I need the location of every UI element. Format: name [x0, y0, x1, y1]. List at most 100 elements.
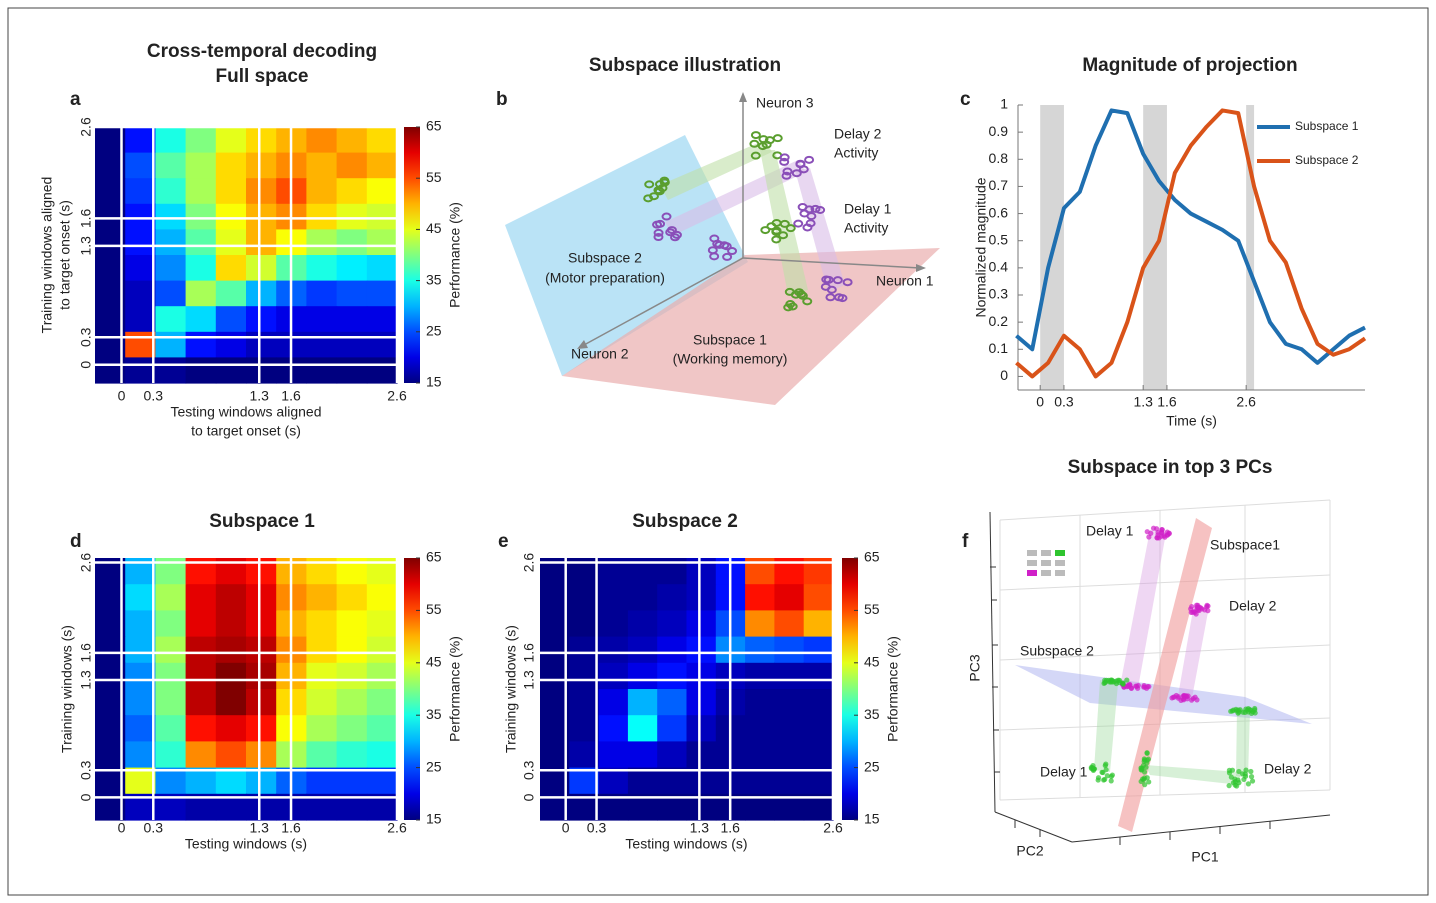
projection-band — [1145, 765, 1240, 785]
heat-cell — [336, 255, 368, 282]
dot — [1185, 693, 1191, 699]
heat-cell — [246, 610, 277, 638]
heat-cell — [125, 331, 156, 358]
heat-cell — [185, 715, 217, 742]
heat-cell — [125, 306, 156, 333]
x-axis-label: Time (s) — [1166, 413, 1217, 429]
colorbar-tick-label: 65 — [426, 549, 442, 565]
heat-cell — [366, 767, 398, 795]
heat-cell — [155, 331, 187, 358]
colorbar-tick-label: 25 — [426, 323, 442, 339]
label: Subspace 1 — [693, 332, 767, 348]
x-tick-label: 0 — [118, 820, 126, 836]
x-tick-label: 1.3 — [1133, 394, 1153, 410]
dot — [782, 167, 793, 176]
heat-cell — [366, 255, 398, 282]
heat-cell — [306, 689, 338, 716]
heat-cell — [686, 715, 717, 742]
heat-cell — [306, 178, 338, 205]
heat-cell — [125, 662, 156, 690]
heat-cell — [336, 127, 368, 154]
colorbar-tick-label: 45 — [426, 220, 442, 236]
label: Delay 1 — [1086, 523, 1134, 539]
heat-cell — [336, 306, 368, 333]
y-tick-label: 0.3 — [78, 760, 94, 780]
heat-cell — [246, 331, 277, 358]
heat-cell — [745, 689, 775, 716]
dot — [653, 233, 664, 242]
dot — [1148, 530, 1154, 536]
dot — [1146, 683, 1152, 690]
heat-cell — [306, 229, 338, 256]
label: Delay 2 — [834, 126, 882, 142]
heat-cell — [336, 229, 368, 256]
heat-cell — [125, 610, 156, 638]
heat-cell — [215, 636, 247, 664]
heat-cell — [569, 767, 600, 795]
heat-cell — [686, 689, 717, 716]
heat-cell — [246, 636, 277, 664]
heat-cell — [215, 127, 247, 154]
heat-cell — [246, 767, 277, 795]
axis-label: Neuron 2 — [571, 346, 629, 362]
dot — [758, 135, 769, 144]
heat-cell — [366, 280, 398, 307]
dot — [834, 293, 845, 302]
heat-cell — [306, 331, 338, 358]
y-axis-label: Training windows (s) — [59, 625, 75, 753]
heat-cell — [185, 584, 217, 611]
dot — [1236, 709, 1242, 715]
heat-cell — [185, 127, 217, 154]
heat-cell — [306, 584, 338, 611]
dot — [797, 291, 808, 300]
heat-cell — [745, 610, 775, 638]
heat-cell — [598, 689, 629, 716]
heat-cell — [803, 610, 834, 638]
clusters — [1088, 525, 1258, 789]
dot — [798, 165, 809, 174]
dot — [815, 206, 826, 215]
heat-cell — [246, 152, 277, 179]
colorbar-tick-label: 35 — [426, 706, 442, 722]
box-grid — [999, 499, 1331, 801]
heat-cell — [366, 178, 398, 205]
y-tick-label: 0.9 — [989, 123, 1009, 139]
axis — [742, 257, 921, 269]
heat-cell — [598, 610, 629, 638]
dot — [707, 246, 718, 255]
heat-cell — [774, 636, 805, 664]
heat-cell — [155, 152, 187, 179]
series-line — [1015, 108, 1366, 365]
heat-cell — [185, 331, 217, 358]
dot — [785, 224, 796, 233]
heat-cell — [657, 636, 688, 664]
dot — [806, 212, 817, 221]
heat-cell — [336, 610, 368, 638]
heat-cell — [246, 584, 277, 611]
projection-band — [760, 150, 808, 295]
dot — [1142, 782, 1148, 788]
dot — [653, 228, 664, 237]
heat-cell — [774, 715, 805, 742]
heat-cell — [306, 610, 338, 638]
dot — [1243, 767, 1249, 773]
heat-cell — [686, 636, 717, 664]
label: Delay 2 — [1264, 761, 1312, 777]
heat-cell — [366, 357, 398, 384]
heat-cell — [627, 662, 658, 690]
x-tick-label: 0 — [118, 388, 126, 404]
heat-cell — [155, 610, 187, 638]
y-tick-label: 0.3 — [78, 327, 94, 347]
heat-cell — [185, 229, 217, 256]
heat-cell — [569, 741, 600, 769]
dot — [727, 247, 738, 256]
dot — [1226, 783, 1232, 789]
label: Subspace 2 — [1020, 643, 1094, 659]
chart-title: Subspace 2 — [632, 511, 738, 532]
heat-cell — [627, 715, 658, 742]
heat-cell — [686, 662, 717, 690]
dot — [1180, 696, 1186, 702]
heat-cell — [627, 610, 658, 638]
plane — [562, 248, 940, 405]
heat-cell — [246, 178, 277, 205]
